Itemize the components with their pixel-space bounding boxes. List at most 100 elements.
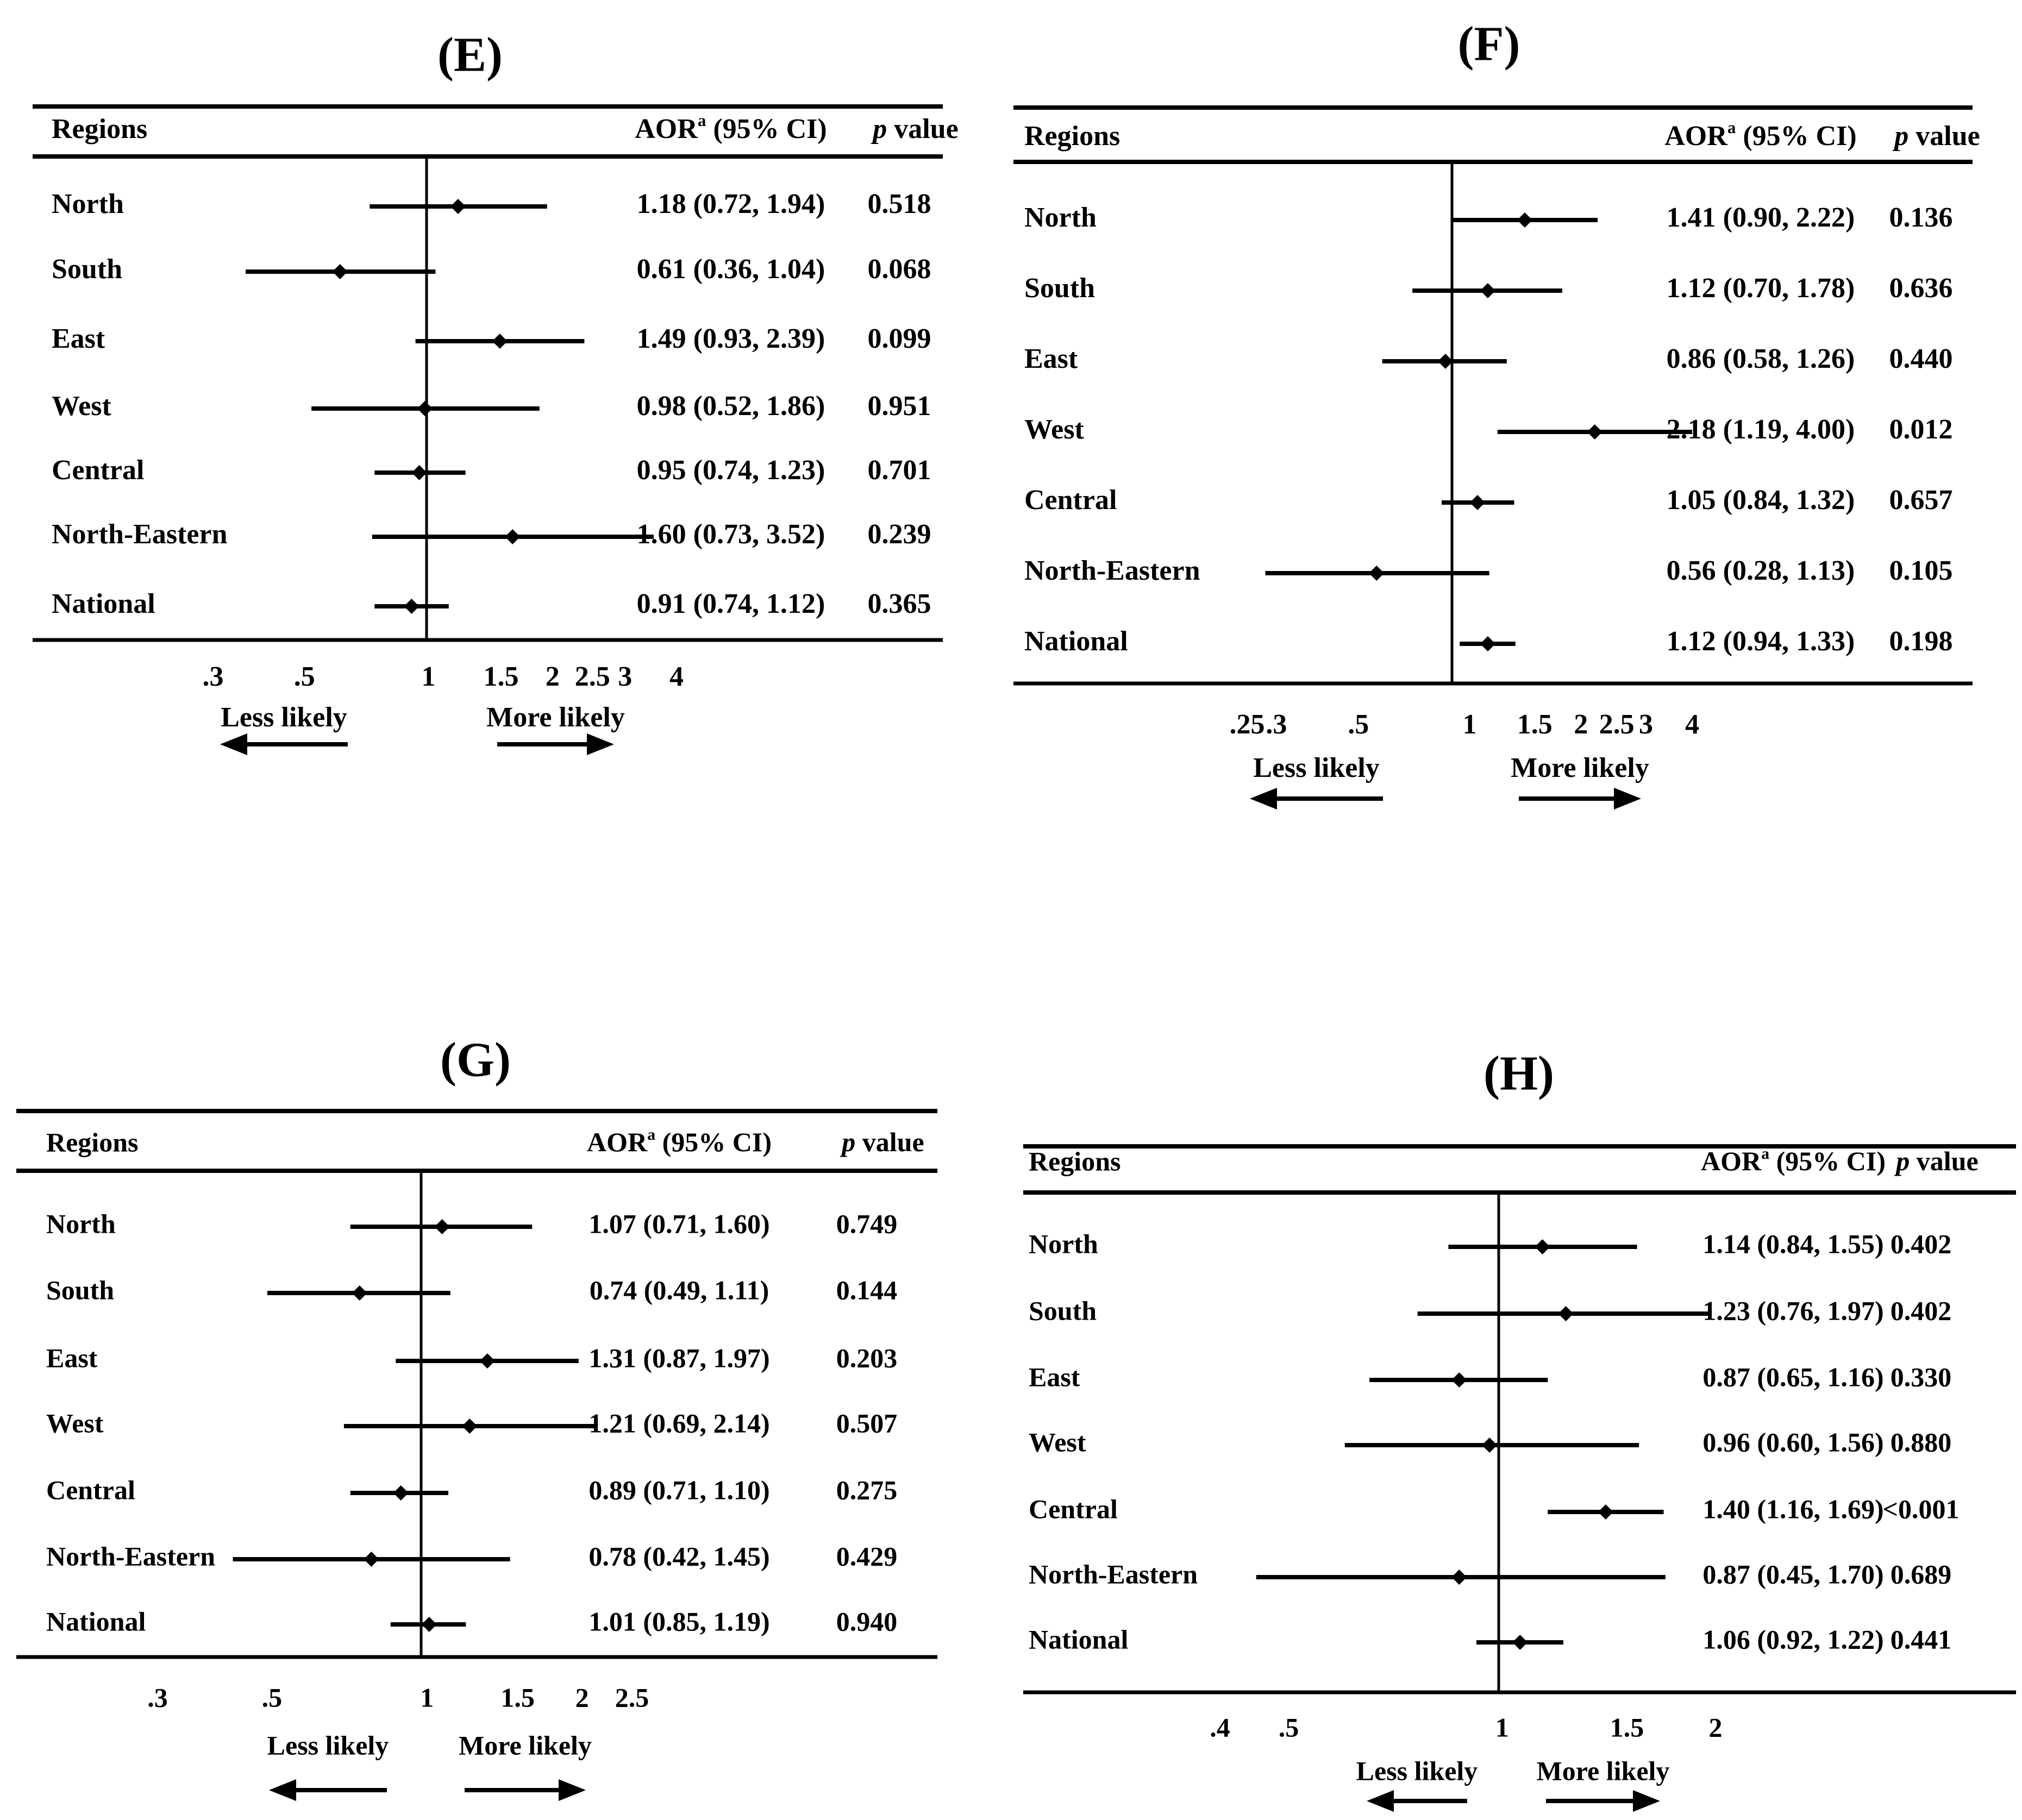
arrow-right-icon [1614, 788, 1641, 809]
point-estimate [1512, 1635, 1528, 1650]
ci-text: 1.31 (0.87, 1.97) [589, 1342, 769, 1373]
p-value: 0.275 [836, 1474, 898, 1505]
p-value: 0.365 [868, 588, 931, 619]
forest-panel-3: (H) Regions AORa (95% CI) p value North 1.14 … [1023, 1047, 2016, 1812]
row-label: North-Eastern [46, 1541, 215, 1571]
ci-text: 1.21 (0.69, 2.14) [589, 1408, 769, 1438]
tick-label: .3 [203, 661, 224, 692]
point-estimate [1480, 636, 1495, 651]
tick-label: 1 [1495, 1712, 1509, 1742]
row-label: Central [52, 455, 144, 486]
ci-text: 1.12 (0.94, 1.33) [1667, 626, 1855, 657]
point-estimate [505, 529, 521, 544]
arrow-left-icon [1367, 1790, 1394, 1812]
point-estimate [462, 1419, 478, 1434]
point-estimate [417, 401, 433, 416]
point-estimate [450, 199, 466, 214]
ci-text: 0.86 (0.58, 1.26) [1667, 343, 1855, 374]
more-likely-label: More likely [459, 1730, 592, 1760]
row-label: North-Eastern [1029, 1559, 1198, 1589]
header-p-value: p value [840, 1127, 924, 1157]
tick-label: .5 [262, 1682, 283, 1712]
tick-label: 2.5 [1599, 709, 1635, 740]
point-estimate [411, 465, 427, 480]
p-value: 0.440 [1889, 343, 1953, 374]
header-regions: Regions [1029, 1146, 1120, 1176]
tick-label: 2 [1709, 1712, 1723, 1742]
tick-label: .5 [1279, 1712, 1299, 1742]
row-label: National [52, 588, 155, 619]
header-aor: AORa (95% CI) [635, 111, 827, 145]
forest-panel-1: (F) Regions AORa (95% CI) p value North 1.41 … [1013, 17, 1980, 809]
panel-title: (H) [1483, 1047, 1554, 1101]
point-estimate [1437, 354, 1453, 369]
tick-label: 1 [420, 1682, 434, 1712]
tick-label: 1.5 [484, 661, 519, 692]
tick-label: 2 [575, 1682, 589, 1712]
point-estimate [434, 1219, 450, 1234]
point-estimate [364, 1552, 379, 1567]
p-value: 0.198 [1889, 626, 1953, 657]
p-value: 0.441 [1890, 1624, 1952, 1654]
ci-text: 1.41 (0.90, 2.22) [1667, 202, 1855, 233]
ci-text: 1.23 (0.76, 1.97) [1702, 1295, 1883, 1326]
ci-text: 0.87 (0.45, 1.70) [1702, 1559, 1883, 1589]
row-label: East [52, 323, 105, 354]
point-estimate [1587, 424, 1602, 440]
tick-label: .5 [1348, 709, 1369, 740]
row-label: East [1024, 343, 1078, 374]
less-likely-label: Less likely [1253, 752, 1380, 783]
ci-text: 0.89 (0.71, 1.10) [589, 1474, 769, 1505]
tick-label: 1 [421, 661, 435, 692]
header-p-value: p value [1894, 1146, 1978, 1176]
tick-label: 2 [1574, 709, 1588, 740]
point-estimate [1558, 1306, 1574, 1321]
point-estimate [404, 599, 420, 614]
panel-title: (G) [440, 1033, 511, 1087]
arrow-left-icon [269, 1779, 296, 1801]
p-value: 0.402 [1890, 1295, 1952, 1326]
ci-text: 0.56 (0.28, 1.13) [1667, 555, 1855, 586]
arrow-left-icon [220, 733, 247, 755]
p-value: 0.940 [836, 1606, 898, 1636]
p-value: 0.203 [836, 1342, 898, 1373]
p-value: 0.657 [1889, 485, 1953, 516]
point-estimate [1469, 495, 1485, 510]
row-label: National [1024, 626, 1128, 657]
row-label: National [46, 1606, 146, 1636]
row-label: North [46, 1208, 116, 1239]
p-value: 0.099 [868, 323, 931, 354]
arrow-right-icon [559, 1779, 586, 1801]
p-value: 0.518 [868, 189, 931, 219]
row-label: South [1024, 273, 1095, 304]
point-estimate [1535, 1239, 1550, 1254]
ci-text: 1.05 (0.84, 1.32) [1667, 485, 1855, 516]
point-estimate [1482, 1438, 1498, 1453]
ci-text: 1.40 (1.16, 1.69) [1702, 1493, 1883, 1524]
ci-text: 1.07 (0.71, 1.60) [589, 1208, 769, 1239]
p-value: 0.136 [1889, 202, 1953, 233]
ci-text: 1.18 (0.72, 1.94) [637, 189, 825, 219]
tick-label: 1.5 [1610, 1712, 1644, 1742]
ci-text: 1.14 (0.84, 1.55) [1702, 1228, 1883, 1259]
header-regions: Regions [1024, 121, 1120, 152]
ci-text: 2.18 (1.19, 4.00) [1667, 414, 1855, 445]
p-value: 0.689 [1890, 1559, 1952, 1589]
ci-text: 1.12 (0.70, 1.78) [1667, 273, 1855, 304]
less-likely-label: Less likely [1356, 1755, 1478, 1786]
p-value: 0.636 [1889, 273, 1953, 304]
tick-label: 1 [1463, 709, 1477, 740]
more-likely-label: More likely [486, 702, 625, 733]
p-value: 0.012 [1889, 414, 1953, 445]
p-value: 0.701 [868, 455, 931, 486]
tick-label: 2.5 [575, 661, 610, 692]
p-value: 0.951 [868, 391, 931, 422]
header-regions: Regions [46, 1127, 138, 1157]
header-p-value: p value [871, 114, 958, 145]
ci-text: 0.61 (0.36, 1.04) [637, 254, 825, 285]
arrow-right-icon [1633, 1790, 1660, 1812]
point-estimate [393, 1485, 409, 1501]
row-label: South [52, 254, 122, 285]
arrow-right-icon [587, 733, 614, 755]
tick-label: 1.5 [500, 1682, 535, 1712]
